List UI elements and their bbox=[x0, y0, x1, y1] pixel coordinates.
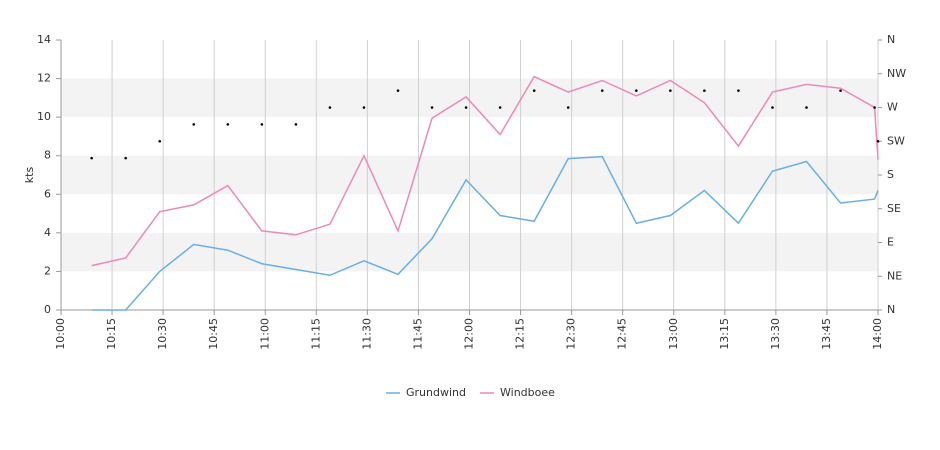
legend-label: Grundwind bbox=[406, 386, 466, 399]
y-axis-label: kts bbox=[23, 167, 36, 184]
direction-dot bbox=[328, 106, 332, 109]
direction-dot bbox=[192, 123, 196, 126]
direction-dot bbox=[362, 106, 366, 109]
direction-dot bbox=[876, 139, 880, 143]
direction-dot bbox=[703, 89, 706, 92]
x-tick-label: 10:15 bbox=[105, 318, 118, 350]
y2-tick-label: W bbox=[887, 101, 898, 114]
y2-tick-label: SW bbox=[887, 134, 905, 147]
series-line bbox=[91, 75, 879, 267]
y-tick-label: 0 bbox=[44, 303, 51, 316]
y2-tick-label: SE bbox=[887, 202, 901, 215]
direction-dot bbox=[669, 89, 672, 92]
x-tick-label: 11:00 bbox=[258, 318, 271, 350]
direction-dot bbox=[260, 123, 264, 126]
x-tick-label: 10:45 bbox=[207, 318, 220, 350]
direction-dot bbox=[396, 89, 400, 92]
direction-dot bbox=[839, 89, 842, 92]
series-line bbox=[91, 155, 879, 311]
direction-dot bbox=[805, 106, 808, 109]
y2-tick-label: NE bbox=[887, 269, 902, 282]
x-tick-label: 13:45 bbox=[820, 318, 833, 350]
direction-dot bbox=[532, 89, 536, 92]
direction-dot bbox=[124, 156, 127, 160]
direction-dot bbox=[635, 89, 638, 92]
y-tick-label: 2 bbox=[44, 264, 51, 277]
x-tick-label: 12:30 bbox=[565, 318, 578, 350]
x-tick-label: 10:30 bbox=[156, 318, 169, 350]
direction-dot bbox=[771, 106, 774, 109]
direction-dot bbox=[600, 89, 604, 92]
y2-tick-label: NW bbox=[887, 67, 906, 80]
direction-dot bbox=[873, 106, 876, 109]
y-tick-label: 8 bbox=[44, 149, 51, 162]
x-tick-label: 11:45 bbox=[411, 318, 424, 350]
y-tick-label: 12 bbox=[37, 72, 51, 85]
x-tick-label: 11:30 bbox=[360, 318, 373, 350]
y-tick-label: 6 bbox=[44, 187, 51, 200]
direction-dot bbox=[226, 123, 230, 126]
y2-tick-label: S bbox=[887, 168, 894, 181]
y-tick-label: 14 bbox=[37, 33, 51, 46]
y2-tick-label: N bbox=[887, 33, 895, 46]
x-tick-label: 12:00 bbox=[463, 318, 476, 350]
x-tick-label: 11:15 bbox=[309, 318, 322, 350]
direction-dot bbox=[498, 106, 502, 109]
x-tick-label: 13:30 bbox=[769, 318, 782, 350]
y-tick-label: 4 bbox=[44, 226, 51, 239]
x-tick-label: 12:45 bbox=[616, 318, 629, 350]
y2-tick-label: E bbox=[887, 236, 894, 249]
legend-label: Windboee bbox=[500, 386, 555, 399]
x-tick-label: 13:00 bbox=[667, 318, 680, 350]
x-tick-label: 13:15 bbox=[718, 318, 731, 350]
direction-dot bbox=[158, 139, 162, 143]
x-tick-label: 14:00 bbox=[871, 318, 884, 350]
direction-dot bbox=[90, 156, 93, 160]
x-tick-label: 10:00 bbox=[54, 318, 67, 350]
x-tick-label: 12:15 bbox=[514, 318, 527, 350]
direction-dot bbox=[737, 89, 740, 92]
y2-tick-label: N bbox=[887, 303, 895, 316]
y-tick-label: 10 bbox=[37, 110, 51, 123]
direction-dot bbox=[566, 106, 570, 109]
direction-dot bbox=[294, 123, 298, 126]
direction-dot bbox=[430, 106, 434, 109]
direction-dot bbox=[464, 106, 468, 109]
